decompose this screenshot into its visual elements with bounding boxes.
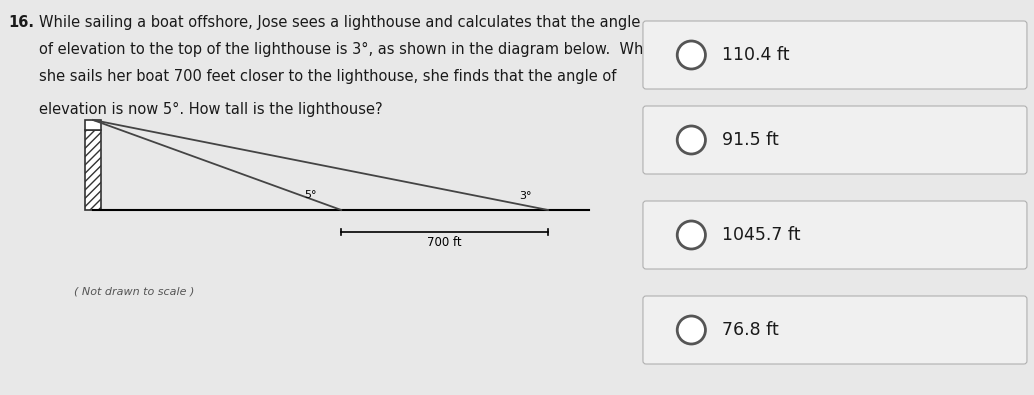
Text: 5°: 5° [304,190,316,200]
Text: 16.: 16. [8,15,34,30]
Circle shape [677,41,705,69]
Text: 91.5 ft: 91.5 ft [722,131,779,149]
Text: 700 ft: 700 ft [427,236,462,249]
FancyBboxPatch shape [643,296,1027,364]
Text: she sails her boat 700 feet closer to the lighthouse, she finds that the angle o: she sails her boat 700 feet closer to th… [39,69,616,84]
Bar [85,130,101,210]
Text: 110.4 ft: 110.4 ft [722,46,789,64]
Text: ( Not drawn to scale ): ( Not drawn to scale ) [74,287,194,297]
Circle shape [677,316,705,344]
Text: of elevation to the top of the lighthouse is 3°, as shown in the diagram below. : of elevation to the top of the lighthous… [39,42,662,57]
FancyBboxPatch shape [643,201,1027,269]
Text: While sailing a boat offshore, Jose sees a lighthouse and calculates that the an: While sailing a boat offshore, Jose sees… [39,15,641,30]
FancyBboxPatch shape [643,106,1027,174]
Text: elevation is now 5°. How tall is the lighthouse?: elevation is now 5°. How tall is the lig… [39,102,383,117]
Circle shape [677,126,705,154]
Text: 1045.7 ft: 1045.7 ft [722,226,800,244]
FancyBboxPatch shape [643,21,1027,89]
Text: 3°: 3° [519,191,531,201]
Text: 76.8 ft: 76.8 ft [722,321,779,339]
Bar [85,120,101,130]
Circle shape [677,221,705,249]
